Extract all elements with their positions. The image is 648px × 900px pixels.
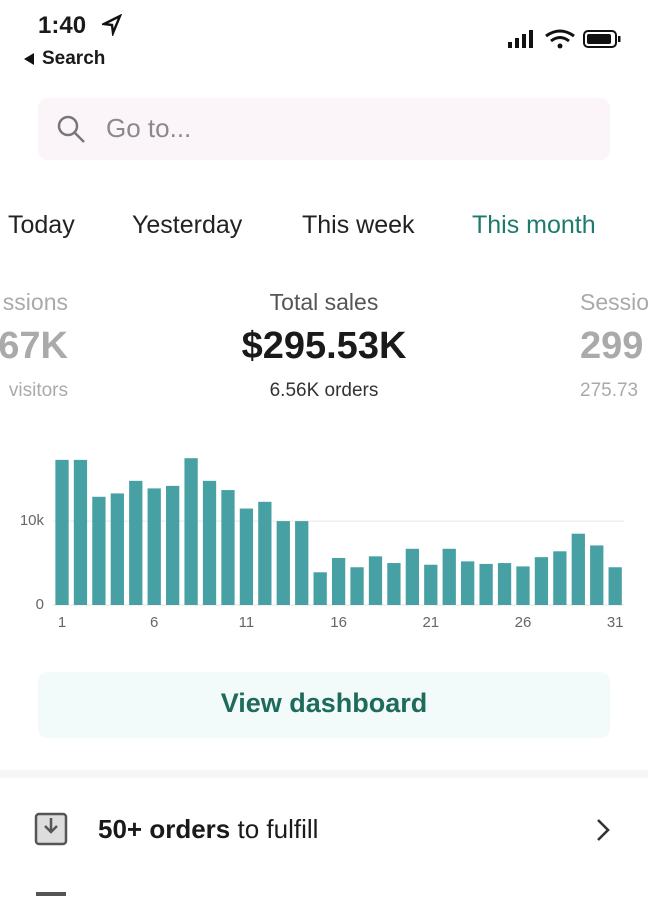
bar [497,563,512,605]
x-tick-label: 11 [239,614,255,631]
metric-title: ssions [2,289,68,315]
chevron [597,819,610,841]
list-row-bold: 50+ orders [98,814,231,844]
bar [295,521,309,605]
bar [92,496,106,605]
search-placeholder[interactable]: Go to... [106,113,192,143]
bar [571,533,585,605]
status-time: 1:40 [38,12,87,39]
dashboard-button-label[interactable]: View dashboard [220,688,428,718]
bar [129,480,143,605]
bar [147,488,161,605]
y-tick-label: 0 [36,596,44,613]
list-row-text: to fulfill [237,814,319,844]
bar [221,490,235,605]
back-arrow[interactable] [22,52,36,66]
bar [461,561,475,605]
metric-subtitle: 6.56K orders [269,380,379,401]
metric-value: $295.53K [241,325,407,367]
period-tab[interactable]: This month [472,211,596,239]
x-tick-label: 21 [422,614,439,631]
search-icon [57,115,85,143]
bar [166,485,180,605]
status-icons [508,29,621,49]
divider [0,770,648,778]
bar [276,521,290,605]
metric-subtitle: visitors [8,380,68,401]
bar [534,557,549,605]
bar [387,563,401,605]
metric-subtitle: 275.73 [580,380,639,401]
location-icon [102,14,122,36]
bar [516,566,530,605]
bar [110,493,124,605]
bar [608,567,622,605]
fulfill-icon [34,812,68,846]
bar [184,458,198,605]
bar [350,567,364,605]
metric-value: 299 [580,325,644,367]
bar [331,558,346,605]
bar [479,563,493,605]
bar [590,545,604,605]
bar [442,548,456,605]
metric-title: Total sales [269,289,379,315]
metric-value: 67K [0,325,68,367]
x-tick-label: 6 [150,614,158,631]
x-tick-label: 26 [515,614,532,631]
x-tick-label: 31 [607,614,624,631]
search-box[interactable] [38,98,610,160]
bar [239,508,254,605]
bar [553,551,567,605]
next-row-icon [36,892,66,896]
dashboard-button[interactable] [38,672,610,738]
x-tick-label: 16 [330,614,347,631]
bar [202,480,217,605]
bar [368,556,383,605]
period-tab[interactable]: Today [8,211,75,239]
bar [55,459,69,605]
list-row[interactable]: 50+ orders to fulfill [98,814,318,845]
bar [73,459,88,605]
bar [313,572,327,605]
y-tick-label: 10k [20,512,45,529]
metric-title: Sessio [580,289,648,315]
period-tab[interactable]: This week [302,211,415,239]
bar [424,564,438,605]
bar [405,548,419,605]
back-link[interactable]: Search [42,48,106,69]
bar [258,501,272,605]
period-tab[interactable]: Yesterday [132,211,243,239]
x-tick-label: 1 [58,614,66,631]
